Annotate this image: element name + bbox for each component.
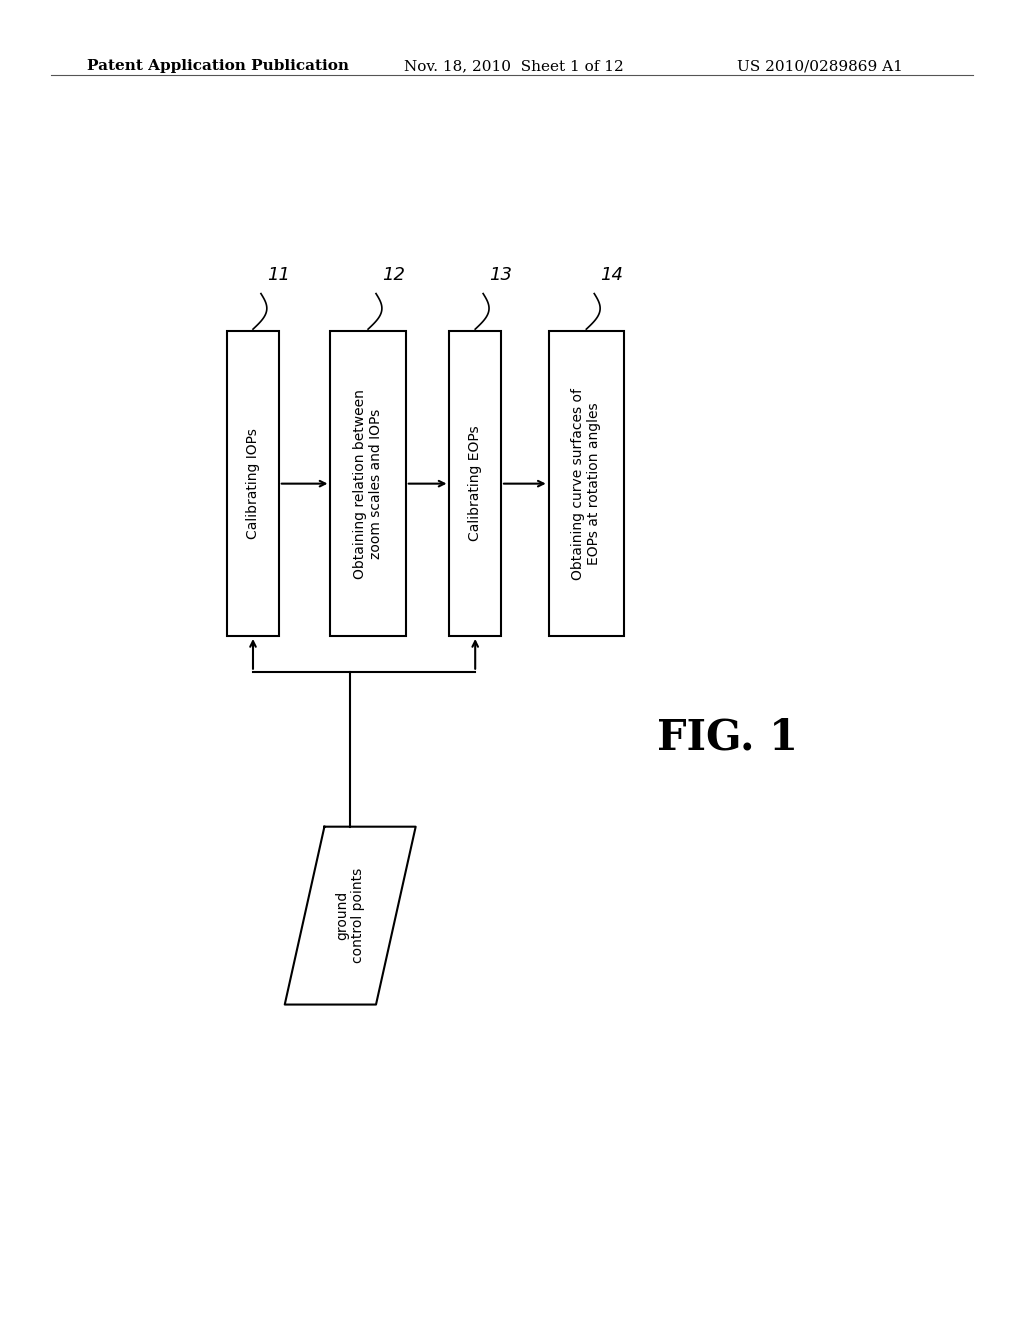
Text: FIG. 1: FIG. 1 (656, 717, 798, 759)
Text: US 2010/0289869 A1: US 2010/0289869 A1 (737, 59, 903, 74)
FancyBboxPatch shape (227, 331, 279, 636)
FancyBboxPatch shape (331, 331, 406, 636)
Text: Obtaining curve surfaces of
EOPs at rotation angles: Obtaining curve surfaces of EOPs at rota… (571, 388, 601, 579)
Text: 13: 13 (489, 267, 512, 284)
Text: Nov. 18, 2010  Sheet 1 of 12: Nov. 18, 2010 Sheet 1 of 12 (404, 59, 625, 74)
Polygon shape (285, 826, 416, 1005)
FancyBboxPatch shape (450, 331, 501, 636)
Text: Patent Application Publication: Patent Application Publication (87, 59, 349, 74)
Text: ground
control points: ground control points (335, 869, 366, 964)
Text: Calibrating EOPs: Calibrating EOPs (468, 426, 482, 541)
Text: 11: 11 (267, 267, 290, 284)
Text: Calibrating IOPs: Calibrating IOPs (246, 428, 260, 539)
FancyBboxPatch shape (549, 331, 624, 636)
Text: 14: 14 (601, 267, 624, 284)
Text: 12: 12 (382, 267, 406, 284)
Text: Obtaining relation between
zoom scales and IOPs: Obtaining relation between zoom scales a… (353, 388, 383, 578)
